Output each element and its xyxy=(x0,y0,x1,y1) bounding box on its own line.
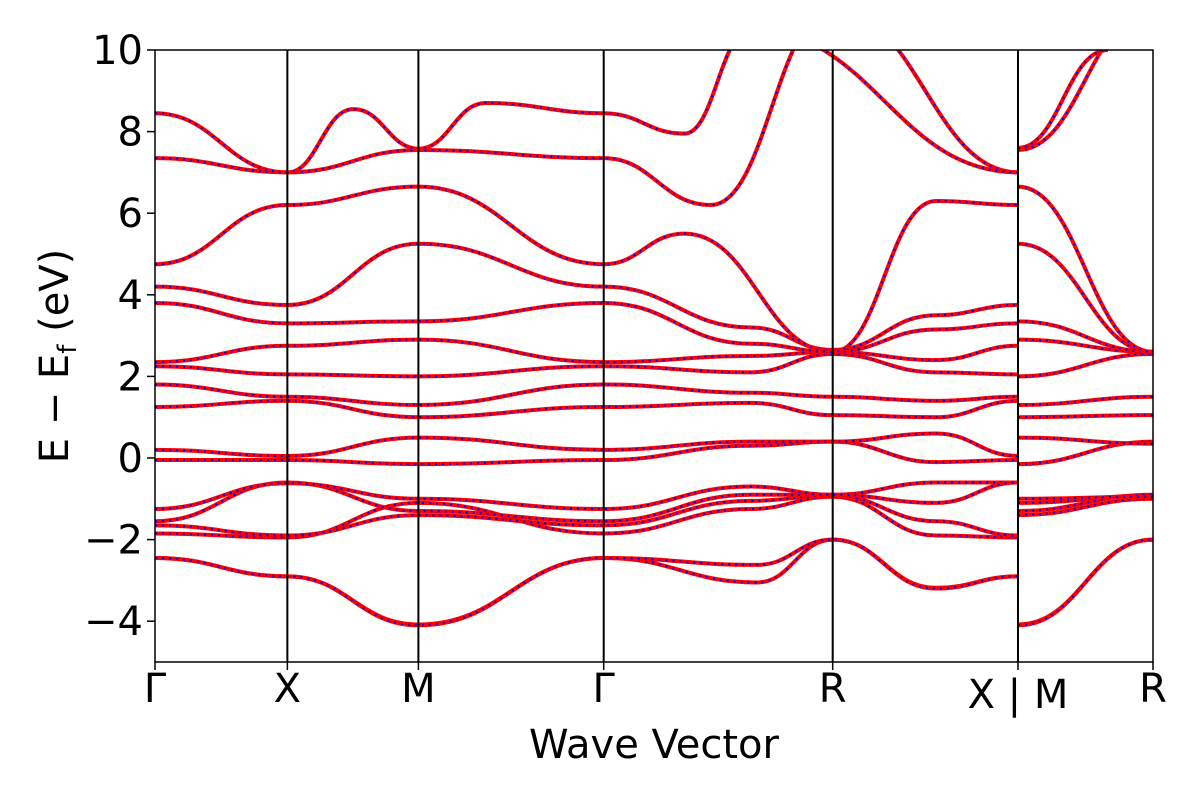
band-line-b12-seg0 xyxy=(155,337,1018,365)
plot-frame xyxy=(154,49,1154,663)
band-overlay-b1-seg0 xyxy=(155,538,1018,626)
x-axis-title: Wave Vector xyxy=(529,722,780,768)
band-overlay-b12-seg0 xyxy=(155,338,1018,364)
band-line-b17-seg0 xyxy=(155,50,1018,175)
band-line-b16-seg1 xyxy=(1017,50,1105,152)
y-axis: −4 −2 0 2 4 6 8 10 xyxy=(84,28,155,645)
band-line-b9-seg1 xyxy=(1017,413,1153,420)
bands-layer xyxy=(155,50,1153,628)
band-overlay-b15-seg1 xyxy=(1017,185,1153,354)
band-line-b3-seg0 xyxy=(155,494,1018,540)
y-axis-title-main: E − E xyxy=(32,354,78,464)
y-axis-title-sub: f xyxy=(53,344,83,354)
band-overlay-b10-seg0 xyxy=(155,383,1018,407)
band-line-b7-seg0 xyxy=(155,439,1018,467)
band-line-b11-seg0 xyxy=(155,351,1018,379)
band-line-b6-seg1 xyxy=(1017,494,1153,501)
band-line-b1-seg0 xyxy=(155,537,1018,627)
y-axis-title: E − Ef (eV) xyxy=(32,249,83,464)
x-tick-label: M xyxy=(401,666,436,712)
y-tick-label: 0 xyxy=(118,436,143,482)
band-overlay-b4-seg0 xyxy=(155,494,1018,537)
band-overlay-b13-seg1 xyxy=(1017,320,1153,354)
band-overlay-b3-seg0 xyxy=(155,495,1018,539)
band-line-b13-seg0 xyxy=(155,300,1018,354)
band-line-b9-seg0 xyxy=(155,398,1018,420)
band-line-b2-seg1 xyxy=(1017,537,1153,628)
x-tick-label: X | M xyxy=(968,672,1069,718)
y-tick-label: 6 xyxy=(118,191,143,237)
high-symmetry-lines xyxy=(286,50,1019,662)
band-overlay-b6-seg0 xyxy=(155,481,1018,511)
x-tick-label: X xyxy=(274,666,301,712)
y-tick-label: 4 xyxy=(118,273,143,319)
band-line-b11-seg1 xyxy=(1017,351,1153,379)
band-overlay-b14-seg0 xyxy=(155,242,1018,351)
y-axis-title-unit: (eV) xyxy=(32,249,78,345)
band-line-b5-seg0 xyxy=(155,480,1018,524)
x-tick-label: Γ xyxy=(144,666,167,712)
band-overlay-b2-seg0 xyxy=(155,538,1018,627)
band-line-b2-seg0 xyxy=(155,537,1018,628)
band-line-b4-seg1 xyxy=(1017,496,1153,518)
band-line-b14-seg0 xyxy=(155,241,1018,352)
y-tick-label: −4 xyxy=(84,599,143,645)
y-tick-label: −2 xyxy=(84,518,143,564)
band-line-b15-seg0 xyxy=(155,184,1018,354)
x-tick-label: R xyxy=(819,666,847,712)
band-line-b4-seg0 xyxy=(155,493,1018,538)
x-axis: Γ X M Γ R X | M R xyxy=(144,662,1167,718)
x-tick-label: R xyxy=(1139,666,1167,712)
x-tick-label: Γ xyxy=(593,666,616,712)
band-overlay-b16-seg0 xyxy=(155,50,1018,207)
y-tick-label: 2 xyxy=(118,354,143,400)
y-tick-label: 8 xyxy=(118,110,143,156)
band-overlay-b17-seg1 xyxy=(1017,50,1109,150)
band-overlay-b17-seg0 xyxy=(155,50,1018,174)
band-overlay-b8-seg0 xyxy=(155,432,1018,458)
band-line-b8-seg1 xyxy=(1017,435,1153,446)
band-overlay-b14-seg1 xyxy=(1017,242,1153,354)
band-overlay-b16-seg1 xyxy=(1017,50,1103,152)
y-tick-label: 10 xyxy=(92,28,143,74)
band-line-b10-seg1 xyxy=(1017,394,1153,407)
